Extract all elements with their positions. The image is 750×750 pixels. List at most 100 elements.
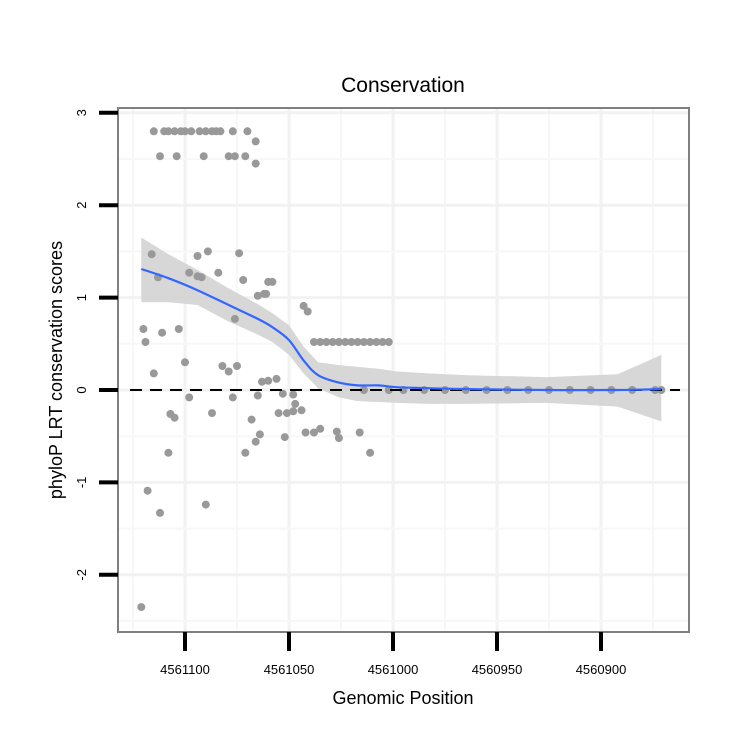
data-point [316, 338, 325, 346]
data-point [253, 291, 262, 300]
x-tick-label: 4560950 [472, 662, 523, 677]
data-point [334, 434, 343, 442]
plot-panel [117, 107, 690, 633]
smooth-confidence-ribbon [141, 237, 662, 422]
y-axis-title: phyloP LRT conservation scores [46, 241, 66, 499]
data-point [187, 127, 196, 136]
data-point [289, 390, 298, 399]
data-point [143, 486, 152, 495]
data-point [347, 338, 356, 346]
scatter-points [137, 127, 666, 612]
data-point [359, 338, 368, 346]
data-point [228, 127, 237, 136]
data-point [310, 338, 318, 346]
data-point [280, 433, 289, 442]
data-point [251, 159, 260, 168]
data-point [241, 152, 250, 161]
y-tick-label: -2 [74, 569, 89, 581]
data-point [147, 250, 156, 259]
y-axis: 3 2 1 0 -1 -2 [74, 109, 118, 581]
data-point [341, 338, 350, 346]
data-point [156, 152, 164, 161]
data-point [241, 448, 250, 457]
data-point [291, 399, 300, 408]
data-point [322, 338, 331, 346]
data-point [164, 448, 173, 457]
data-point [170, 413, 179, 422]
data-point [214, 268, 223, 277]
data-point [218, 362, 227, 370]
data-point [172, 152, 181, 161]
data-point [384, 386, 393, 394]
data-point [316, 424, 325, 433]
data-point [149, 127, 158, 136]
data-point [181, 358, 189, 367]
data-point [262, 289, 271, 298]
data-point [228, 393, 237, 402]
data-point [197, 273, 206, 282]
data-point [299, 301, 308, 310]
smooth-line [140, 267, 662, 392]
data-point [230, 152, 239, 161]
data-point [224, 152, 233, 161]
data-point [251, 137, 260, 146]
data-point [359, 386, 368, 394]
data-point [233, 362, 241, 370]
data-point [230, 314, 239, 323]
data-point [332, 427, 341, 436]
x-tick-label: 4560900 [576, 662, 627, 677]
data-point [310, 428, 318, 437]
x-axis: 4561100 4561050 4561000 4560950 4560900 [160, 632, 626, 677]
data-point [378, 338, 387, 346]
data-point [201, 127, 210, 136]
data-point [366, 338, 375, 346]
data-point [247, 415, 256, 424]
data-point [201, 500, 210, 509]
data-point [239, 276, 248, 284]
data-point [274, 409, 283, 418]
x-tick-label: 4561050 [264, 662, 315, 677]
data-point [384, 338, 393, 346]
chart-title: Conservation [341, 74, 465, 97]
data-point [141, 338, 150, 346]
data-point [328, 338, 337, 346]
data-point [235, 249, 244, 258]
x-tick-label: 4561100 [160, 662, 210, 677]
x-tick-label: 4561000 [368, 662, 419, 677]
data-point [149, 369, 158, 378]
data-point [264, 376, 273, 385]
data-point [253, 391, 262, 400]
data-point [193, 252, 202, 260]
data-point [170, 127, 179, 136]
data-point [297, 406, 306, 415]
y-tick-label: 3 [74, 109, 89, 116]
x-axis-title: Genomic Position [332, 688, 473, 708]
y-tick-label: 1 [74, 294, 89, 301]
data-point [185, 268, 194, 277]
data-point [278, 389, 287, 398]
y-tick-label: -1 [74, 477, 89, 489]
data-point [216, 127, 225, 136]
data-point [174, 325, 183, 333]
data-point [251, 437, 260, 446]
panel-border [117, 107, 690, 633]
data-point [164, 127, 173, 136]
data-point [441, 386, 449, 394]
data-point [268, 277, 277, 286]
data-point [139, 325, 148, 333]
data-point [282, 409, 291, 418]
data-point [334, 338, 343, 346]
data-point [158, 328, 167, 337]
data-point [289, 407, 298, 416]
data-point [353, 338, 362, 346]
data-point [355, 428, 364, 437]
panel-background [118, 108, 689, 632]
data-point [366, 448, 375, 457]
data-point [181, 127, 189, 136]
data-point [156, 508, 164, 517]
data-point [258, 377, 266, 386]
y-tick-label: 2 [74, 202, 89, 209]
y-tick-label: 0 [74, 386, 89, 393]
data-point [224, 367, 233, 376]
data-point [372, 338, 381, 346]
